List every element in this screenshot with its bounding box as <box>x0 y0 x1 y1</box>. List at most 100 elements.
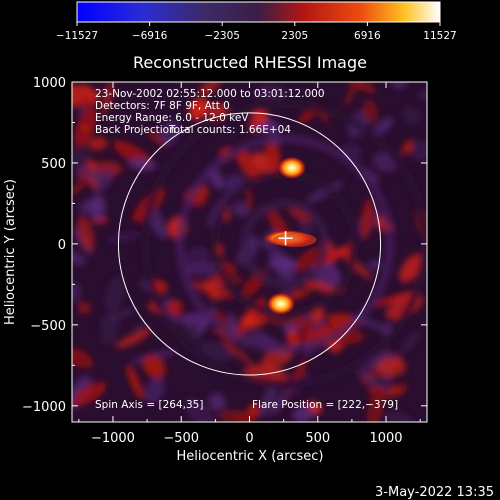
heatmap-blob <box>368 259 381 271</box>
heatmap-blob <box>305 181 344 204</box>
heatmap-blob <box>160 120 180 146</box>
heatmap-blob <box>208 393 226 411</box>
x-axis-label: Heliocentric X (arcsec) <box>177 449 324 464</box>
colorbar-tick-label: 6916 <box>354 30 381 42</box>
colorbar-ticks: −11527 −6916 −2305 2305 6916 11527 <box>56 22 457 42</box>
heatmap-blob <box>74 106 98 148</box>
y-tick-label: −500 <box>30 319 66 334</box>
colorbar: −11527 −6916 −2305 2305 6916 11527 <box>56 1 457 42</box>
heatmap-blob <box>366 389 385 422</box>
heatmap-blob <box>128 158 157 171</box>
heatmap-blob <box>183 398 215 422</box>
annotations: 23-Nov-2002 02:55:12.000 to 03:01:12.000… <box>95 88 398 411</box>
heatmap-blob <box>107 231 140 244</box>
colorbar-tick-label: 11527 <box>423 30 456 42</box>
colorbar-gradient <box>76 1 441 23</box>
heatmap-blob <box>236 149 263 181</box>
y-tick-label: −1000 <box>22 400 66 415</box>
heatmap-blob <box>180 312 208 326</box>
annotation-energy-range: Energy Range: 6.0 - 12.0 keV <box>95 112 249 124</box>
heatmap-blob <box>90 193 106 222</box>
y-tick-label: 500 <box>41 157 66 172</box>
footer-timestamp: 3-May-2022 13:35 <box>375 485 494 500</box>
heatmap-blob <box>72 348 94 369</box>
heatmap-blob <box>417 88 427 101</box>
heatmap-blob <box>411 140 427 162</box>
heatmap-blob <box>198 82 222 96</box>
heatmap-blob <box>303 322 343 346</box>
flare-source <box>277 156 306 179</box>
heatmap-blob <box>246 188 253 213</box>
heatmap-blob <box>270 396 287 415</box>
flare-source-tail <box>272 232 317 247</box>
heatmap-blob <box>357 368 381 388</box>
heatmap-blob <box>401 139 414 155</box>
heatmap-blob <box>115 329 152 349</box>
heatmap-blob <box>260 385 275 417</box>
heatmap-blob <box>374 357 407 378</box>
colorbar-tick-label: −2305 <box>204 30 240 42</box>
annotation-method: Back Projection <box>95 124 176 136</box>
heatmap-blob <box>142 354 166 379</box>
y-axis-label: Heliocentric Y (arcsec) <box>3 179 18 325</box>
annotation-flare-position: Flare Position = [222,−379] <box>252 399 398 411</box>
heatmap-blob <box>233 202 249 218</box>
annotation-detectors: Detectors: 7F 8F 9F, Att 0 <box>95 100 230 112</box>
chart-title: Reconstructed RHESSI Image <box>133 53 367 72</box>
x-tick-label: 1000 <box>369 431 402 446</box>
flare-source <box>266 292 295 315</box>
heatmap-blob <box>87 136 108 151</box>
heatmap-blob <box>399 253 423 283</box>
annotation-total-counts: Total counts: 1.66E+04 <box>168 124 291 136</box>
colorbar-tick-label: −11527 <box>56 30 98 42</box>
heatmap-blob <box>104 275 125 313</box>
heatmap-blob <box>371 116 394 138</box>
heatmap-blob <box>265 139 281 174</box>
solar-limb-circle <box>117 112 382 376</box>
heatmap-blob <box>192 280 233 299</box>
plot-area: −1000 −500 0 500 1000 −1000 −500 0 500 1000 <box>22 76 428 446</box>
heatmap-blob <box>76 164 105 182</box>
heatmap-blob <box>402 106 421 125</box>
heatmap-blob <box>255 83 287 103</box>
heatmap-blob <box>218 409 252 422</box>
heatmap-blob <box>252 314 294 326</box>
heatmap-blob <box>374 290 418 307</box>
annotation-time-range: 23-Nov-2002 02:55:12.000 to 03:01:12.000 <box>95 88 325 100</box>
heatmap-blob <box>72 248 87 266</box>
heatmap-blob <box>268 257 298 271</box>
x-tick-label: −1000 <box>91 431 135 446</box>
heatmap-blob <box>362 99 378 123</box>
heatmap-blob <box>101 310 120 347</box>
heatmap-blob <box>72 149 92 165</box>
heatmap-blob <box>77 216 95 252</box>
heatmap-ring <box>175 134 395 354</box>
flare-sources <box>263 156 317 315</box>
heatmap-blob <box>294 247 320 272</box>
x-tick-label: −500 <box>163 431 199 446</box>
heatmap-blob <box>77 301 92 315</box>
spin-axis-marker <box>278 231 293 246</box>
heatmap-blob <box>361 198 373 239</box>
heatmap-pattern <box>72 82 427 422</box>
heatmap-blob <box>101 82 114 114</box>
heatmap-blob <box>126 364 144 400</box>
y-tick-label: 1000 <box>33 76 66 91</box>
y-axis-ticks: −1000 −500 0 500 1000 <box>22 76 427 415</box>
heatmap-blob <box>72 281 81 302</box>
heatmap-blob <box>298 110 315 123</box>
heatmap-blob <box>188 97 210 121</box>
annotation-spin-axis: Spin Axis = [264,35] <box>95 399 203 411</box>
x-tick-label: 0 <box>245 431 253 446</box>
heatmap-blob <box>167 300 183 314</box>
heatmap-blob <box>144 376 165 404</box>
x-axis-ticks: −1000 −500 0 500 1000 <box>78 82 421 446</box>
heatmap-ring <box>240 199 330 289</box>
heatmap-blob <box>292 405 316 422</box>
heatmap-blob <box>130 322 149 331</box>
heatmap-blob <box>72 82 93 110</box>
heatmap-blob <box>401 331 421 353</box>
heatmap-blob <box>72 382 107 406</box>
colorbar-tick-label: −6916 <box>132 30 168 42</box>
